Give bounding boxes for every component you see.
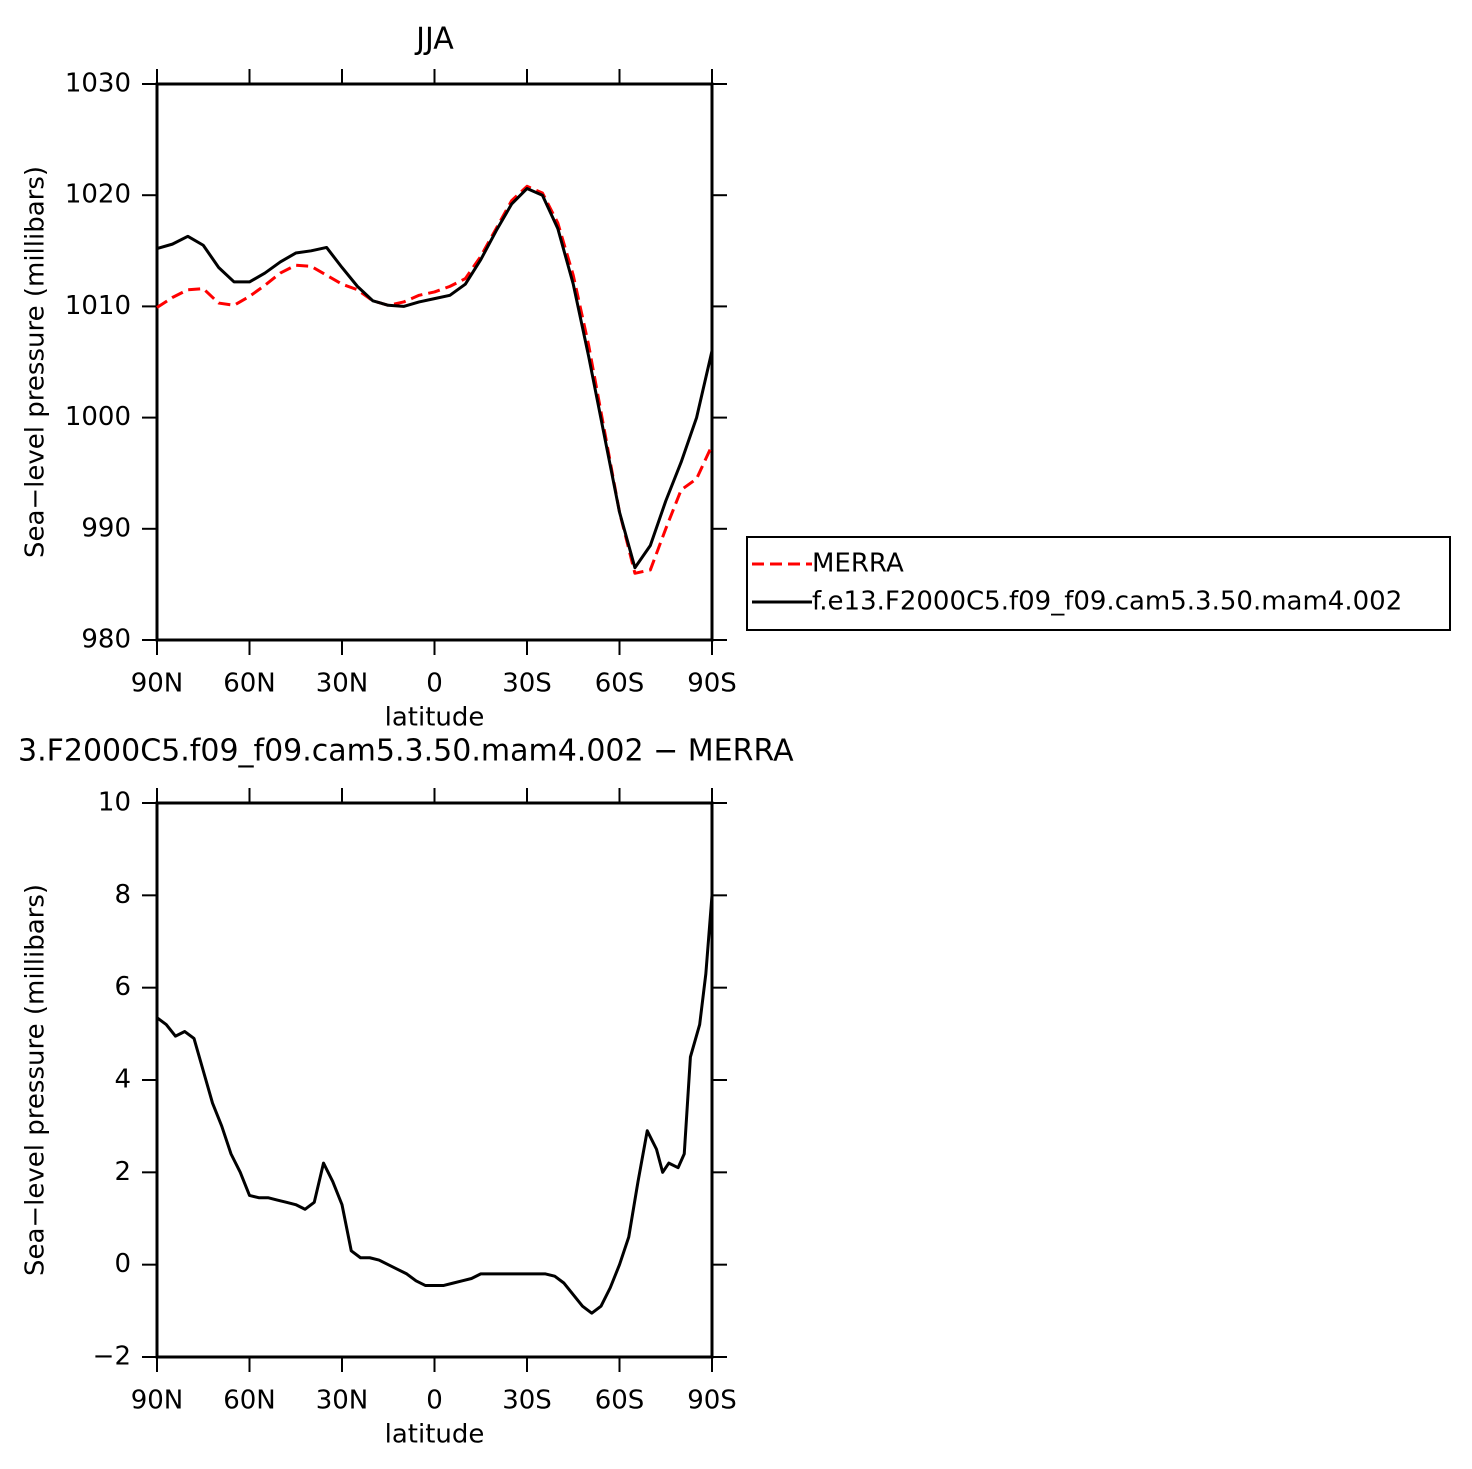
y-tick-label: 980 <box>81 625 131 655</box>
plot-frame <box>155 801 714 1359</box>
x-tick-label: 90N <box>131 1386 184 1416</box>
x-tick-label: 0 <box>426 1386 443 1416</box>
y-tick-label: 990 <box>81 513 131 543</box>
y-tick-label: 8 <box>114 880 131 910</box>
y-tick-label: −2 <box>93 1342 131 1372</box>
y-tick-label: 10 <box>98 788 131 818</box>
x-tick-label: 60S <box>595 669 645 699</box>
y-axis-label: Sea−level pressure (millibars) <box>21 166 51 558</box>
y-tick-label: 2 <box>114 1157 131 1187</box>
x-tick-label: 60S <box>595 1386 645 1416</box>
x-tick-label: 90S <box>687 1386 737 1416</box>
x-tick-label: 30S <box>502 669 552 699</box>
x-axis-label: latitude <box>385 703 485 733</box>
y-tick-label: 1010 <box>65 291 131 321</box>
legend-box <box>746 536 1451 631</box>
y-tick-label: 1030 <box>65 69 131 99</box>
y-tick-label: 1000 <box>65 402 131 432</box>
y-tick-label: 6 <box>114 972 131 1002</box>
y-tick-label: 4 <box>114 1065 131 1095</box>
chart-title: 3.F2000C5.f09_f09.cam5.3.50.mam4.002 − M… <box>18 734 794 769</box>
plot-frame <box>155 82 714 642</box>
legend-label: MERRA <box>812 549 904 579</box>
y-tick-label: 1020 <box>65 180 131 210</box>
y-tick-label: 0 <box>114 1249 131 1279</box>
x-tick-label: 0 <box>426 669 443 699</box>
chart-title: JJA <box>414 22 454 57</box>
x-tick-label: 60N <box>223 669 276 699</box>
x-axis-label: latitude <box>385 1420 485 1450</box>
legend-label: f.e13.F2000C5.f09_f09.cam5.3.50.mam4.002 <box>812 587 1402 617</box>
data-line <box>156 187 714 570</box>
x-tick-label: 90N <box>131 669 184 699</box>
x-tick-label: 90S <box>687 669 737 699</box>
x-tick-label: 30N <box>316 669 369 699</box>
y-axis-label: Sea−level pressure (millibars) <box>21 884 51 1276</box>
x-tick-label: 30S <box>502 1386 552 1416</box>
data-line <box>156 184 714 575</box>
data-line <box>156 895 714 1315</box>
x-tick-label: 30N <box>316 1386 369 1416</box>
x-tick-label: 60N <box>223 1386 276 1416</box>
